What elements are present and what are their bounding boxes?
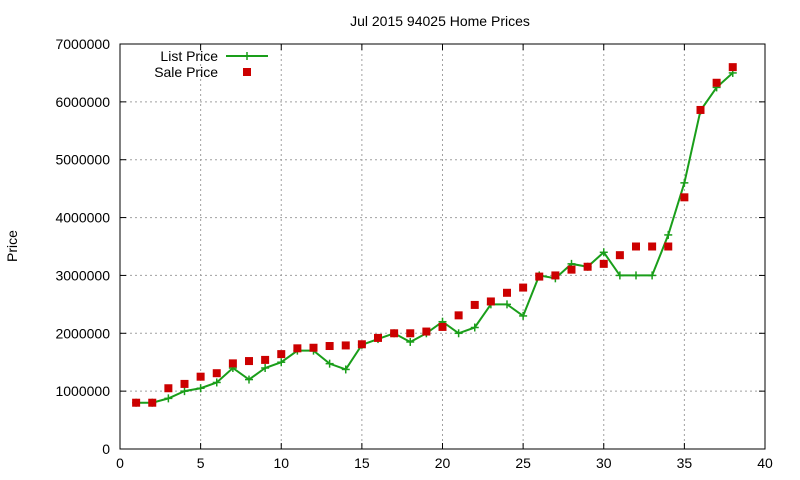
legend-label: Sale Price [154,64,218,80]
sale-price-point [277,350,286,359]
x-tick-label: 10 [273,455,289,471]
list-price-point [406,337,415,346]
legend-label: List Price [160,48,218,64]
sale-price-point [535,272,544,281]
sale-price-point [648,242,657,251]
x-tick-label: 15 [354,455,370,471]
sale-price-point [164,384,173,393]
y-tick-label: 0 [102,441,110,457]
sale-price-point [422,327,431,336]
list-price-point [180,387,189,396]
x-tick-label: 35 [677,455,693,471]
sale-price-point [728,63,737,72]
y-tick-label: 5000000 [55,152,110,168]
sale-price-point [583,262,592,271]
sale-price-point [712,78,721,87]
x-tick-label: 0 [116,455,124,471]
list-price-point [680,178,689,187]
y-tick-label: 6000000 [55,94,110,110]
sale-price-point [599,259,608,268]
sale-price-point [615,251,624,260]
sale-price-point [357,340,366,349]
sale-price-point [632,242,640,251]
y-tick-label: 2000000 [55,325,110,341]
sale-price-point [228,359,237,368]
y-tick-label: 1000000 [55,383,110,399]
list-price-point [615,271,624,280]
sale-price-point [454,311,463,320]
list-price-point [196,384,205,393]
x-tick-label: 20 [435,455,451,471]
x-tick-label: 30 [596,455,612,471]
y-axis-label: Price [4,230,20,262]
legend-item-sale-price: Sale Price [154,64,251,80]
sale-price-series [132,63,737,407]
list-price-point [245,375,253,384]
sale-price-point [486,297,495,306]
list-price-line [136,72,734,404]
sale-price-point [196,372,205,381]
sale-price-point [406,329,415,338]
series-layer [132,63,737,407]
sale-price-point [180,379,189,388]
sale-price-point [503,288,511,297]
y-tick-label: 3000000 [55,267,110,283]
list-price-point [325,359,334,368]
list-price-point [341,365,350,374]
sale-price-point [519,283,528,292]
sale-price-point [212,369,221,378]
x-tick-label: 5 [197,455,205,471]
y-tick-label: 7000000 [55,36,110,52]
list-price-point [454,329,463,338]
sale-price-point [438,322,447,331]
sale-price-point [341,341,350,350]
list-price-point [599,248,608,257]
sale-price-point [325,342,334,351]
list-price-point [277,358,286,367]
sale-price-point [245,357,253,366]
legend-item-list-price: List Price [160,48,268,64]
list-price-point [212,378,221,387]
list-price-point [164,394,173,403]
sale-price-point [696,105,705,114]
axis-ticks: 0 5 10 15 20 25 30 35 40 0 1000000 2000000 3000000 40… [55,36,773,471]
sale-price-point [680,193,689,202]
x-tick-label: 25 [515,455,531,471]
list-price-point [664,230,673,239]
list-price-series [132,68,737,407]
sale-price-point [293,344,302,353]
list-price-point [519,311,528,320]
legend-swatch-marker [243,52,251,60]
x-tick-label: 40 [757,455,773,471]
sale-price-point [261,355,270,364]
y-tick-label: 4000000 [55,210,110,226]
list-price-point [503,300,511,309]
list-price-point [632,271,640,280]
sale-price-point [390,329,399,338]
list-price-point [470,323,479,332]
sale-price-point [309,343,318,352]
legend-swatch-marker [243,68,251,76]
sale-price-point [148,398,157,407]
sale-price-point [374,333,382,342]
sale-price-point [132,398,141,407]
list-price-point [261,364,270,372]
chart-title: Jul 2015 94025 Home Prices [350,13,530,29]
list-price-point [648,271,657,280]
sale-price-point [551,271,560,280]
sale-price-point [664,242,673,251]
sale-price-point [567,265,576,274]
sale-price-point [470,300,479,309]
